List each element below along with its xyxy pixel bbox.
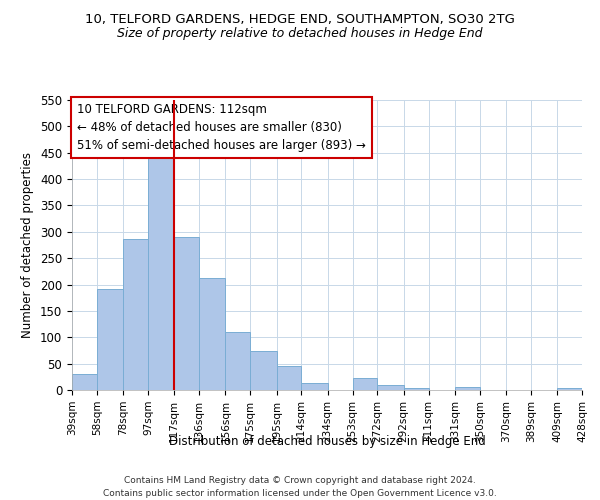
Text: Distribution of detached houses by size in Hedge End: Distribution of detached houses by size … — [169, 435, 485, 448]
Bar — [301, 382, 328, 390]
Bar — [455, 388, 480, 390]
Bar — [123, 239, 148, 390]
Bar — [72, 374, 97, 390]
Bar — [174, 236, 199, 390]
Bar — [277, 366, 301, 390]
Text: Contains HM Land Registry data © Crown copyright and database right 2024.
Contai: Contains HM Land Registry data © Crown c… — [103, 476, 497, 498]
Text: 10, TELFORD GARDENS, HEDGE END, SOUTHAMPTON, SO30 2TG: 10, TELFORD GARDENS, HEDGE END, SOUTHAMP… — [85, 12, 515, 26]
Text: Size of property relative to detached houses in Hedge End: Size of property relative to detached ho… — [117, 28, 483, 40]
Bar — [199, 278, 226, 390]
Bar — [226, 332, 250, 390]
Bar — [97, 289, 123, 390]
Bar — [353, 378, 377, 390]
Y-axis label: Number of detached properties: Number of detached properties — [22, 152, 34, 338]
Bar — [404, 388, 428, 390]
Bar — [557, 388, 582, 390]
Text: 10 TELFORD GARDENS: 112sqm
← 48% of detached houses are smaller (830)
51% of sem: 10 TELFORD GARDENS: 112sqm ← 48% of deta… — [77, 103, 366, 152]
Bar — [250, 351, 277, 390]
Bar — [377, 386, 404, 390]
Bar — [148, 148, 174, 390]
